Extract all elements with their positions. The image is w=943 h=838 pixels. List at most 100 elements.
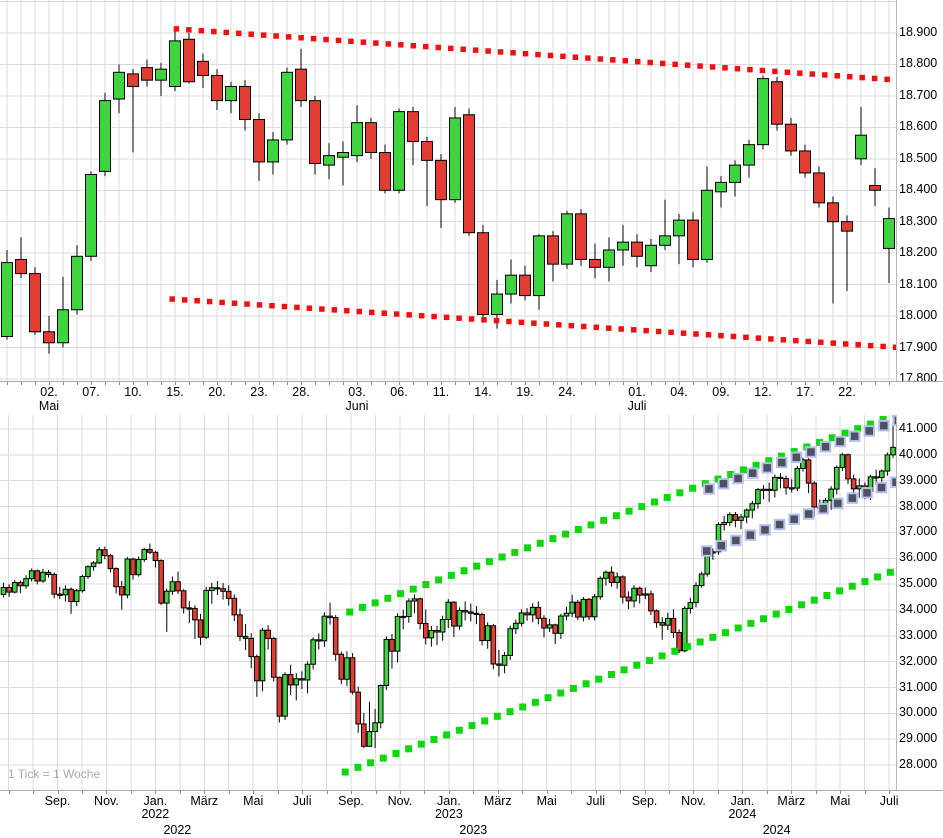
candle-body [529, 606, 536, 616]
trendline-descending-support-line[interactable] [169, 296, 897, 351]
candles [0, 422, 896, 748]
candle-body [451, 601, 457, 627]
candle-body [225, 85, 237, 102]
axis-tick [357, 382, 358, 385]
candle-body [477, 232, 489, 315]
candle-body [242, 635, 249, 639]
weekly-candlestick-plot[interactable] [0, 415, 897, 790]
candle-body [645, 244, 657, 267]
candle-body [85, 174, 97, 257]
candle-body [127, 73, 139, 87]
x-tick-label-month: März [190, 794, 219, 808]
candle-body [445, 601, 452, 621]
axis-tick [161, 382, 162, 385]
daily-candlestick-plot[interactable] [0, 0, 897, 381]
axis-tick [581, 382, 582, 385]
axis-tick [441, 382, 442, 385]
axis-tick [766, 791, 768, 794]
axis-tick [847, 382, 848, 385]
axis-tick [511, 382, 512, 385]
candle-body [17, 582, 24, 587]
axis-tick [497, 382, 498, 385]
x-tick-label-day: 03. [348, 385, 366, 399]
candle-body [299, 678, 305, 681]
candle-body [463, 114, 475, 234]
axis-tick [287, 382, 288, 385]
y-tick-label: 31.000 [899, 679, 938, 694]
candle-body [337, 152, 349, 158]
candle-body [393, 111, 405, 191]
candle-body [449, 117, 461, 201]
axis-tick [399, 382, 400, 385]
candle-body [805, 459, 812, 484]
candle-body [777, 476, 784, 480]
axis-tick [679, 382, 680, 385]
candle-body [315, 639, 322, 642]
candle-body [28, 570, 35, 580]
axis-tick [448, 791, 450, 794]
trendline-inner-channel-lower[interactable] [700, 476, 897, 557]
candle-body [107, 555, 114, 570]
candle-body [839, 454, 846, 468]
candle-body [96, 549, 103, 564]
candle-body [659, 622, 666, 626]
candle-body [681, 607, 688, 652]
candle-body [625, 596, 632, 602]
candle-body [856, 485, 863, 490]
axis-tick [546, 791, 548, 794]
axis-tick [840, 791, 842, 794]
axis-tick [105, 382, 106, 385]
x-tick-label-month: Juni [345, 399, 369, 413]
trendline-rising-channel-lower[interactable] [341, 564, 897, 776]
axis-tick [245, 382, 246, 385]
y-tick-label: 40.000 [899, 446, 938, 461]
year-band-label: 2024 [762, 823, 791, 837]
candle-body [827, 202, 839, 223]
weekly-chart-section: 1 Tick = 1 Woche 28.000 29.000 30.000 31.00… [0, 415, 943, 838]
axis-tick [693, 382, 694, 385]
candle-body [552, 624, 559, 634]
candle-body [772, 476, 778, 491]
candle-body [507, 628, 513, 656]
axis-tick [57, 791, 59, 794]
candle-body [130, 558, 136, 576]
candle-body [377, 684, 384, 724]
x-tick-label-year: 2024 [728, 807, 757, 821]
candle-body [467, 611, 474, 614]
axis-tick [277, 791, 279, 794]
axis-tick [567, 382, 568, 385]
axis-tick [473, 791, 475, 794]
candle-body [155, 68, 167, 81]
candle-body [365, 122, 377, 154]
candle-body [783, 478, 789, 489]
candle-body [323, 155, 335, 166]
axis-tick [805, 382, 806, 385]
candle-body [309, 100, 321, 165]
candle-body [766, 488, 772, 491]
y-tick-label: 33.000 [899, 627, 938, 642]
axis-tick [522, 791, 524, 794]
y-tick-label: 18.300 [899, 213, 938, 228]
candle-body [693, 585, 699, 604]
trendline-inner-channel-upper[interactable] [703, 415, 897, 495]
x-tick-label-day: 06. [390, 385, 408, 399]
candle-body [479, 613, 485, 642]
candle-body [462, 609, 468, 613]
candle-body [270, 637, 277, 678]
candle-body [62, 588, 69, 596]
gridlines [0, 0, 897, 381]
axis-tick [483, 382, 484, 385]
axis-tick [413, 382, 414, 385]
candle-body [878, 470, 885, 479]
axis-tick [644, 791, 646, 794]
trendline-descending-resistance-line[interactable] [173, 26, 890, 83]
candle-body [239, 85, 251, 120]
candle-body [569, 601, 575, 614]
axis-tick [33, 791, 35, 794]
candle-body [6, 586, 12, 593]
candle-body [43, 331, 55, 344]
axis-tick [707, 382, 708, 385]
axis-tick [217, 382, 218, 385]
candle-body [546, 624, 553, 629]
